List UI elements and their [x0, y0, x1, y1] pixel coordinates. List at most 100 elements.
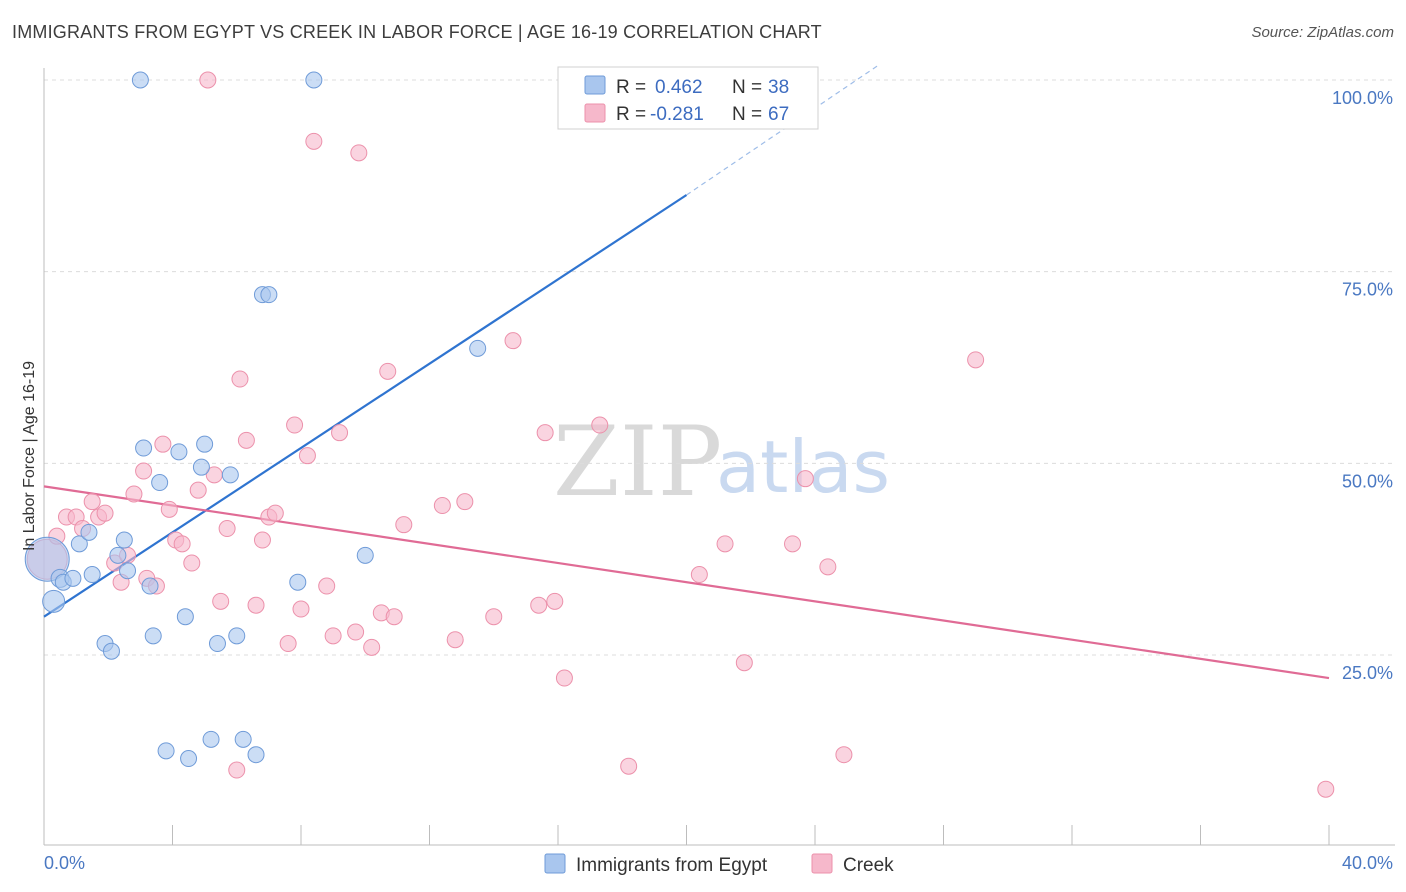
- axes: 25.0% 50.0% 75.0% 100.0%: [43, 68, 1395, 846]
- point-creek: [735, 654, 753, 672]
- legend-n-label-1: N =: [732, 77, 762, 98]
- point-egypt: [157, 742, 175, 760]
- point-egypt: [83, 566, 101, 584]
- point-egypt: [221, 466, 239, 484]
- y-axis-title: In Labor Force | Age 16-19: [21, 361, 38, 551]
- point-creek: [591, 416, 609, 434]
- x-tick-label-max: 40.0%: [1342, 853, 1393, 873]
- y-tick-label: 25.0%: [1342, 663, 1393, 683]
- point-egypt: [192, 458, 210, 476]
- point-creek: [819, 558, 837, 576]
- point-creek: [433, 497, 451, 515]
- point-creek: [292, 600, 310, 618]
- point-creek: [231, 370, 249, 388]
- point-creek: [555, 669, 573, 687]
- point-creek: [125, 485, 143, 503]
- trend-line-egypt-extension: [686, 64, 880, 196]
- legend-r-value-2: -0.281: [650, 104, 704, 125]
- point-creek: [154, 435, 172, 453]
- point-egypt: [42, 589, 66, 613]
- point-egypt: [141, 577, 159, 595]
- point-creek: [183, 554, 201, 572]
- point-egypt: [170, 443, 188, 461]
- point-creek: [385, 608, 403, 626]
- legend-r-value-1: 0.462: [655, 77, 703, 98]
- point-creek: [298, 447, 316, 465]
- point-creek: [331, 424, 349, 442]
- chart-title: IMMIGRANTS FROM EGYPT VS CREEK IN LABOR …: [12, 22, 822, 42]
- point-creek: [530, 596, 548, 614]
- point-egypt: [356, 546, 374, 564]
- point-creek: [835, 746, 853, 764]
- watermark-atlas: atlas: [716, 425, 890, 509]
- point-creek: [318, 577, 336, 595]
- legend-r-label-2: R =: [616, 104, 646, 125]
- point-egypt: [247, 746, 265, 764]
- point-creek: [253, 531, 271, 549]
- point-creek: [160, 500, 178, 518]
- legend-n-value-2: 67: [768, 104, 789, 125]
- point-creek: [536, 424, 554, 442]
- point-creek: [1317, 780, 1335, 798]
- point-creek: [379, 362, 397, 380]
- point-creek: [347, 623, 365, 641]
- point-egypt: [202, 730, 220, 748]
- point-creek: [189, 481, 207, 499]
- watermark-zip: ZIP: [553, 406, 722, 518]
- point-egypt: [260, 286, 278, 304]
- point-egypt: [208, 635, 226, 653]
- point-egypt: [289, 573, 307, 591]
- point-creek: [286, 416, 304, 434]
- point-egypt: [135, 439, 153, 457]
- point-egypt: [64, 569, 82, 587]
- y-tick-label: 75.0%: [1342, 280, 1393, 300]
- point-egypt: [305, 71, 323, 89]
- point-creek: [350, 144, 368, 162]
- point-creek: [504, 332, 522, 350]
- trend-line-egypt: [43, 194, 688, 618]
- point-creek: [83, 493, 101, 511]
- point-egypt: [228, 627, 246, 645]
- point-egypt: [115, 531, 133, 549]
- points: [24, 71, 1335, 798]
- point-creek: [446, 631, 464, 649]
- point-creek: [96, 504, 114, 522]
- point-creek: [363, 638, 381, 656]
- legend-box: R = 0.462 N = 38 R = -0.281 N = 67: [557, 66, 819, 130]
- point-creek: [279, 635, 297, 653]
- source-credit: Source: ZipAtlas.com: [1251, 24, 1394, 41]
- point-egypt: [102, 642, 120, 660]
- y-tick-label: 100.0%: [1332, 88, 1393, 108]
- point-creek: [456, 493, 474, 511]
- point-creek: [135, 462, 153, 480]
- point-creek: [690, 566, 708, 584]
- point-creek: [266, 504, 284, 522]
- point-egypt: [119, 562, 137, 580]
- point-creek: [784, 535, 802, 553]
- bottom-legend-swatch-creek: [811, 853, 833, 874]
- point-egypt: [469, 339, 487, 357]
- point-egypt: [70, 535, 88, 553]
- trend-line-creek: [43, 485, 1330, 680]
- point-egypt: [80, 523, 98, 541]
- legend-n-label-2: N =: [732, 104, 762, 125]
- bottom-legend-label-creek: Creek: [843, 855, 894, 876]
- trend-lines: [43, 64, 1330, 680]
- point-creek: [305, 132, 323, 150]
- point-creek: [796, 470, 814, 488]
- point-creek: [199, 71, 217, 89]
- point-creek: [173, 535, 191, 553]
- point-creek: [620, 757, 638, 775]
- point-egypt: [109, 546, 127, 564]
- grid: [44, 79, 1395, 656]
- point-creek: [212, 592, 230, 610]
- y-tick-label: 50.0%: [1342, 471, 1393, 491]
- legend-n-value-1: 38: [768, 77, 789, 98]
- point-creek: [485, 608, 503, 626]
- legend-r-label-1: R =: [616, 77, 646, 98]
- point-creek: [395, 516, 413, 534]
- point-egypt: [176, 608, 194, 626]
- x-tick-label-min: 0.0%: [44, 853, 85, 873]
- point-egypt: [196, 435, 214, 453]
